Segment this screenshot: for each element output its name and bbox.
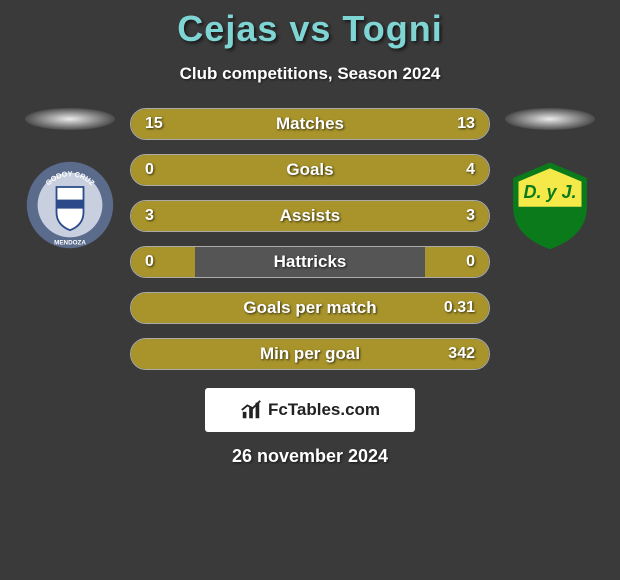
- stat-label: Matches: [131, 109, 489, 139]
- stat-label: Goals: [131, 155, 489, 185]
- stats-column: 1513Matches 04Goals 33Assists 00Hattricks 0.…: [130, 108, 490, 370]
- stat-bar: 04Goals: [130, 154, 490, 186]
- page-title: Cejas vs Togni: [177, 8, 442, 50]
- source-badge-text: FcTables.com: [268, 400, 380, 420]
- right-club-crest: D. y J.: [505, 160, 595, 250]
- stat-label: Assists: [131, 201, 489, 231]
- stat-bar: 00Hattricks: [130, 246, 490, 278]
- stat-bar: 1513Matches: [130, 108, 490, 140]
- main-row: GODOY CRUZ MENDOZA 1513Matches 04Goals 33A…: [0, 108, 620, 370]
- defensa-justicia-crest-icon: D. y J.: [505, 157, 595, 253]
- player-shadow-left: [25, 108, 115, 130]
- subtitle: Club competitions, Season 2024: [180, 64, 441, 84]
- stat-bar: 33Assists: [130, 200, 490, 232]
- stat-label: Min per goal: [131, 339, 489, 369]
- stat-label: Hattricks: [131, 247, 489, 277]
- left-club-crest: GODOY CRUZ MENDOZA: [25, 160, 115, 250]
- source-badge: FcTables.com: [205, 388, 415, 432]
- stat-bar: 0.31Goals per match: [130, 292, 490, 324]
- svg-text:D. y J.: D. y J.: [523, 182, 576, 202]
- date-text: 26 november 2024: [232, 446, 388, 467]
- chart-icon: [240, 399, 262, 421]
- right-player-col: D. y J.: [500, 108, 600, 250]
- player-shadow-right: [505, 108, 595, 130]
- godoy-cruz-crest-icon: GODOY CRUZ MENDOZA: [25, 160, 115, 250]
- comparison-card: Cejas vs Togni Club competitions, Season…: [0, 0, 620, 580]
- svg-text:MENDOZA: MENDOZA: [54, 240, 86, 247]
- left-player-col: GODOY CRUZ MENDOZA: [20, 108, 120, 250]
- stat-bar: 342Min per goal: [130, 338, 490, 370]
- stat-label: Goals per match: [131, 293, 489, 323]
